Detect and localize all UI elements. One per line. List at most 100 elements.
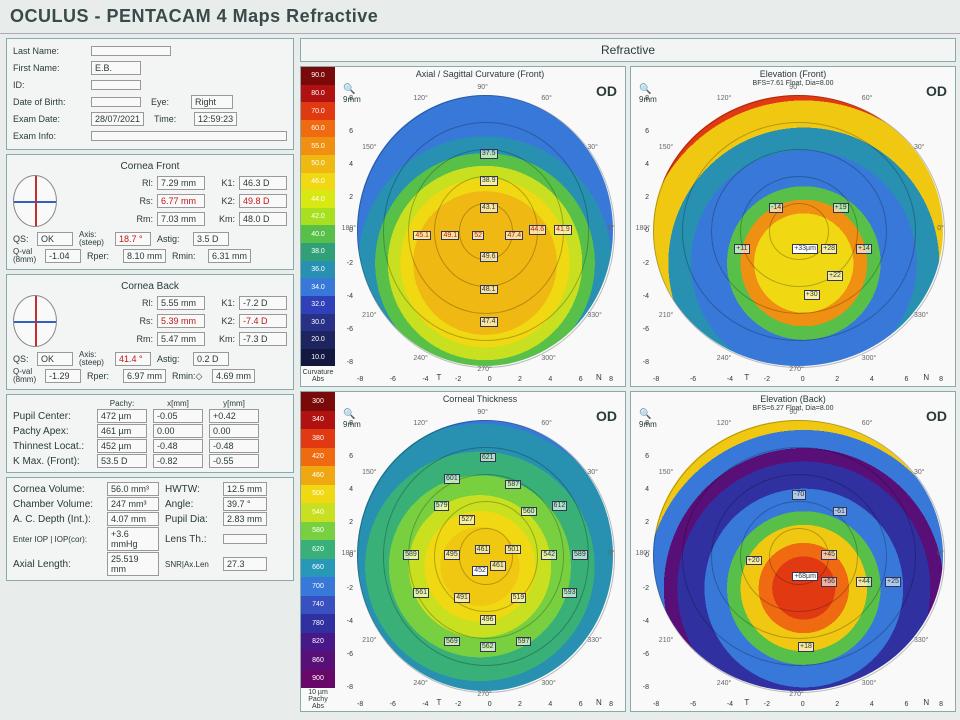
cornea-front-title: Cornea Front: [13, 161, 287, 172]
map-value: 452: [472, 566, 488, 576]
astig-value: 3.5 D: [193, 232, 229, 246]
map-value: 561: [413, 588, 429, 598]
cornea-front-panel: Cornea Front Rl:7.29 mmK1:46.3 D Rs:6.77…: [6, 154, 294, 270]
map-value: +33µm: [792, 244, 818, 254]
km-x: -0.82: [153, 454, 203, 468]
cornea-vol: 56.0 mm³: [107, 482, 159, 496]
map-value: +28: [821, 244, 837, 254]
tl-y: -0.48: [209, 439, 259, 453]
examinfo-field[interactable]: [91, 131, 287, 141]
angle-label: Angle:: [165, 499, 217, 510]
x-axis: -8-6-4-202468: [653, 701, 943, 713]
map-value: 52: [472, 231, 484, 241]
bk2-value: -7.4 D: [239, 314, 287, 328]
examdate-field[interactable]: 28/07/2021: [91, 112, 144, 126]
compass-front-icon: [13, 175, 57, 227]
map-value: +20: [746, 556, 762, 566]
k1-value: 46.3 D: [239, 176, 287, 190]
map-value: +25: [885, 577, 901, 587]
map-value: 560: [521, 507, 537, 517]
map-value: 49.1: [441, 231, 459, 241]
map-value: 38.9: [480, 176, 498, 186]
qval-value: -1.04: [45, 249, 81, 263]
map-value: 587: [505, 480, 521, 490]
rper-value: 8.10 mm: [123, 249, 166, 263]
map-value: 43.1: [480, 203, 498, 213]
map-value: 47.4: [505, 231, 523, 241]
color-scale: 3003403804204605005405806206607007407808…: [301, 392, 335, 711]
pachyapex-label: Pachy Apex:: [13, 426, 91, 437]
pachy-panel: Pachy:x[mm]y[mm] Pupil Center:472 µm-0.0…: [6, 394, 294, 473]
rm-value: 7.03 mm: [157, 212, 205, 226]
map-value: 612: [552, 501, 568, 511]
map-value: +22: [827, 271, 843, 281]
cornea-back-panel: Cornea Back Rl:5.55 mmK1:-7.2 D Rs:5.39 …: [6, 274, 294, 390]
examdate-label: Exam Date:: [13, 114, 91, 124]
angle-value: 39.7 °: [223, 497, 267, 511]
brl-value: 5.55 mm: [157, 296, 205, 310]
axial-len: 25.519 mm: [107, 552, 159, 576]
pa-x: 0.00: [153, 424, 203, 438]
cornea-back-title: Cornea Back: [13, 281, 287, 292]
rl-value: 7.29 mm: [157, 176, 205, 190]
lastname-label: Last Name:: [13, 46, 91, 56]
pachy-header: Pachy:: [97, 399, 147, 408]
map-value: +45: [821, 550, 837, 560]
rmin-value: 6.31 mm: [208, 249, 251, 263]
x-header: x[mm]: [153, 399, 203, 408]
brs-value: 5.39 mm: [157, 314, 205, 328]
topography-map-1[interactable]: 90.080.070.060.055.050.046.044.042.040.0…: [300, 66, 626, 387]
topography-map-2[interactable]: Elevation (Front)BFS=7.61 Float, Dia=8.0…: [630, 66, 956, 387]
lastname-field[interactable]: [91, 46, 171, 56]
map-value: 589: [572, 550, 588, 560]
y-header: y[mm]: [209, 399, 259, 408]
id-field[interactable]: [91, 80, 141, 90]
pupilcenter-label: Pupil Center:: [13, 411, 91, 422]
bqs-value: OK: [37, 352, 73, 366]
bkm-value: -7.3 D: [239, 332, 287, 346]
dob-field[interactable]: [91, 97, 141, 107]
map-value: 579: [434, 501, 450, 511]
map-value: +19: [833, 203, 849, 213]
map-value: 461: [490, 561, 506, 571]
topography-map-4[interactable]: Elevation (Back)BFS=6.27 Float, Dia=8.00…: [630, 391, 956, 712]
k1-label: K1:: [209, 178, 235, 188]
map-value: 49.6: [480, 252, 498, 262]
pc-x: -0.05: [153, 409, 203, 423]
map-title: Elevation (Front): [631, 69, 955, 79]
axis-value: 18.7 °: [115, 232, 151, 246]
firstname-field[interactable]: E.B.: [91, 61, 141, 75]
km-y: -0.55: [209, 454, 259, 468]
map-value: 569: [444, 637, 460, 647]
map-value: +18: [798, 642, 814, 652]
rm-label: Rm:: [127, 214, 153, 224]
bk2-label: K2:: [209, 316, 235, 326]
brmin-value: 4.69 mm: [212, 369, 255, 383]
map-value: 601: [444, 474, 460, 484]
km-label: Km:: [209, 214, 235, 224]
x-axis: -8-6-4-202468: [653, 376, 943, 388]
map-value: -61: [833, 507, 847, 517]
topography-map-3[interactable]: 3003403804204605005405806206607007407808…: [300, 391, 626, 712]
pc-y: +0.42: [209, 409, 259, 423]
time-field[interactable]: 12:59:23: [194, 112, 237, 126]
astig-label: Astig:: [157, 234, 193, 244]
map-value: 562: [480, 642, 496, 652]
map-value: +30: [804, 290, 820, 300]
eye-field[interactable]: Right: [191, 95, 233, 109]
map-value: 589: [403, 550, 419, 560]
x-axis: -8-6-4-202468: [357, 376, 613, 388]
brl-label: Rl:: [127, 298, 153, 308]
km-pachy: 53.5 D: [97, 454, 147, 468]
compass-back-icon: [13, 295, 57, 347]
bqval-label: Q-val (8mm): [13, 368, 45, 384]
pupil-dia: 2.83 mm: [223, 512, 267, 526]
brper-label: Rper:: [87, 371, 123, 381]
refractive-title: Refractive: [300, 38, 956, 62]
bastig-value: 0.2 D: [193, 352, 229, 366]
hwtw-value: 12.5 mm: [223, 482, 267, 496]
map-value: 527: [459, 515, 475, 525]
dob-label: Date of Birth:: [13, 97, 91, 107]
map-value: 597: [516, 637, 532, 647]
bastig-label: Astig:: [157, 354, 193, 364]
